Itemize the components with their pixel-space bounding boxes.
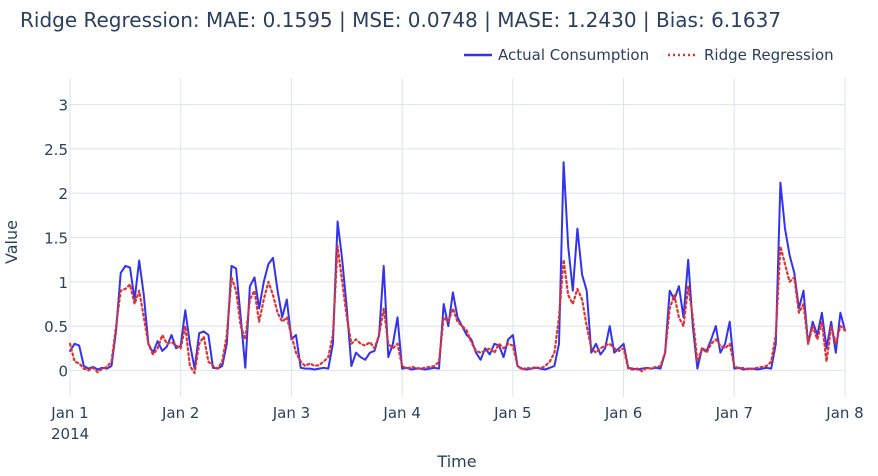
y-tick-label: 0.5 [44, 318, 68, 336]
series-line-actual [69, 161, 846, 371]
x-tick-label: Jan 6 [604, 404, 642, 422]
y-tick-label: 0 [58, 362, 68, 380]
x-tick-label: Jan 8 [825, 404, 863, 422]
x-tick-label: Jan 2 [161, 404, 199, 422]
x-axis-ticks: Jan 1 2014 Jan 2 Jan 3 Jan 4 Jan 5 Jan 6 Jan 7 J… [50, 404, 863, 443]
series-line-ridge [68, 245, 847, 375]
x-axis-label: Time [436, 452, 476, 471]
y-tick-label: 3 [58, 97, 68, 115]
y-tick-label: 1.5 [44, 230, 68, 248]
legend-label-ridge: Ridge Regression [704, 46, 834, 64]
x-tick-label: Jan 3 [272, 404, 310, 422]
x-tick-label: Jan 1 [50, 404, 88, 422]
x-tick-label: Jan 7 [715, 404, 753, 422]
x-tick-label: Jan 4 [382, 404, 420, 422]
y-tick-label: 2.5 [44, 141, 68, 159]
y-axis-label: Value [2, 220, 21, 264]
x-tick-sublabel: 2014 [51, 425, 89, 443]
legend-label-actual: Actual Consumption [498, 46, 649, 64]
x-tick-label: Jan 5 [493, 404, 531, 422]
y-tick-label: 2 [58, 185, 68, 203]
chart-title: Ridge Regression: MAE: 0.1595 | MSE: 0.0… [20, 8, 781, 32]
y-axis-ticks: 0 0.5 1 1.5 2 2.5 3 [44, 97, 68, 381]
gridlines [69, 78, 846, 397]
y-tick-label: 1 [58, 274, 68, 292]
legend: Actual Consumption Ridge Regression [464, 46, 834, 64]
series-lines [68, 161, 847, 375]
